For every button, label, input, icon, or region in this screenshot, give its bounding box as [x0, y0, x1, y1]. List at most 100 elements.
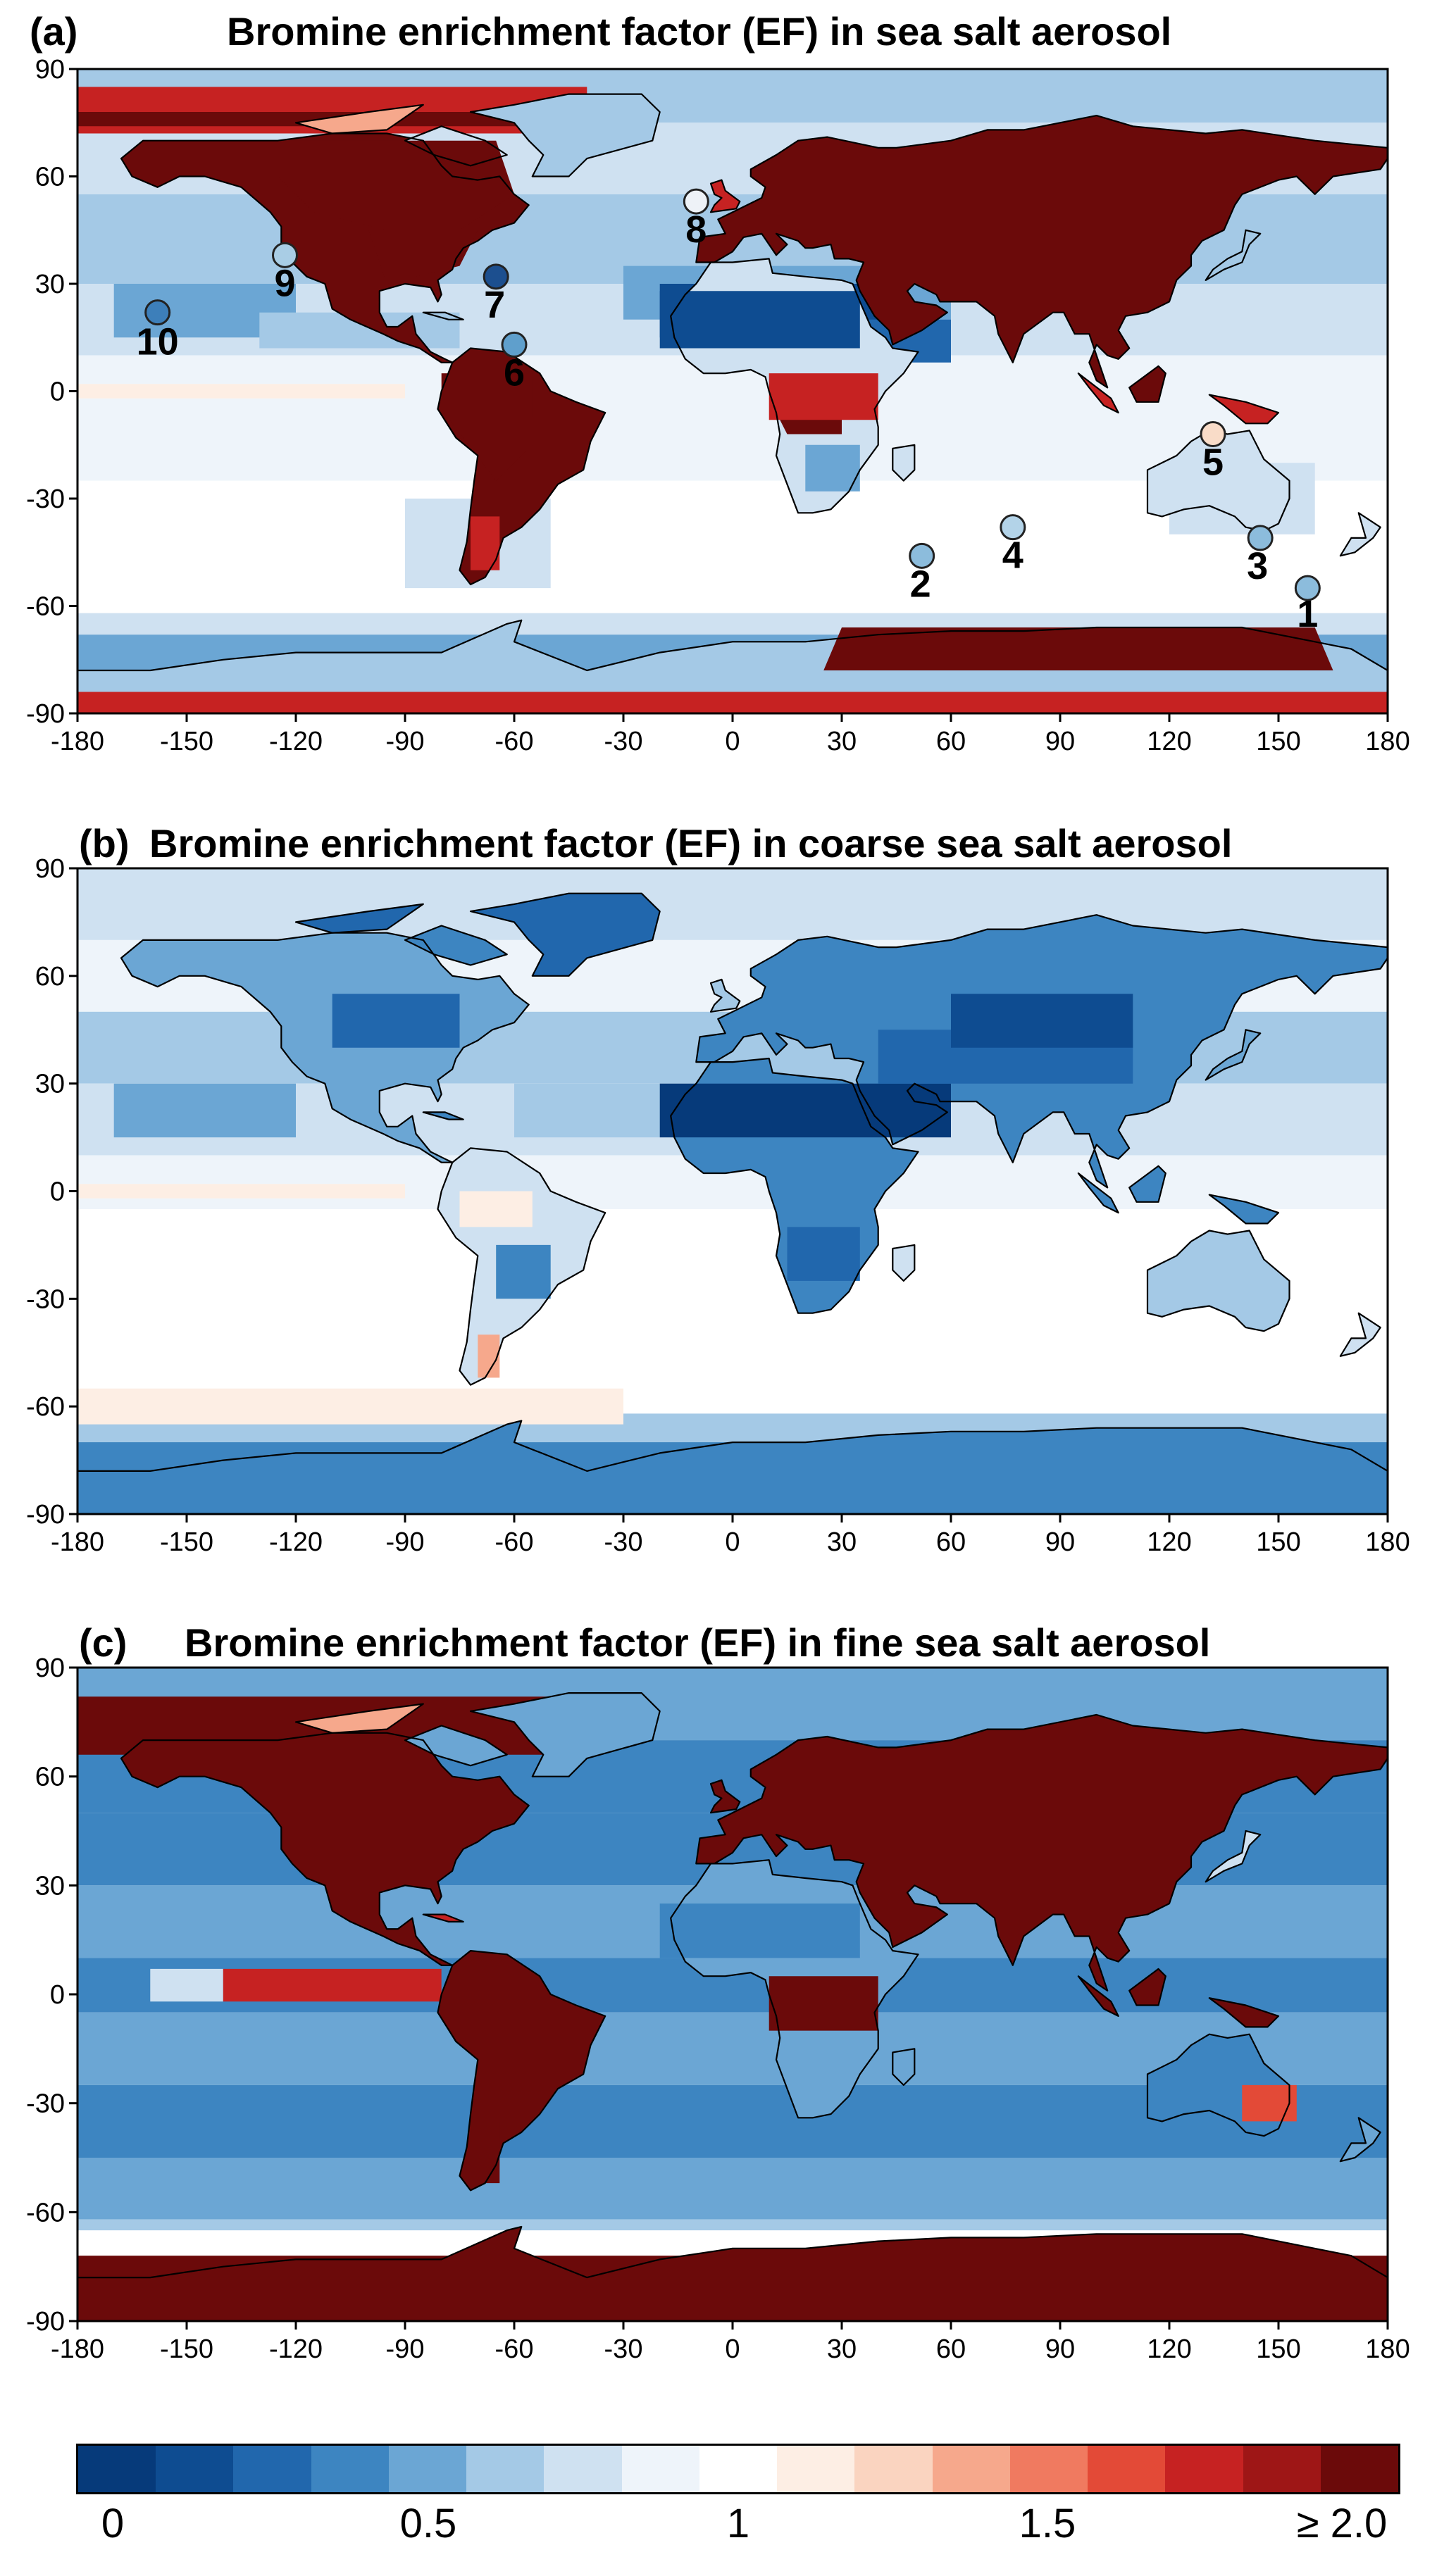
site-marker-3[interactable]	[1247, 525, 1274, 551]
panel-a: (a) Bromine enrichment factor (EF) in se…	[0, 0, 1456, 803]
y-tick-label: -90	[26, 699, 65, 729]
land-fill-baf	[405, 925, 507, 965]
land-fill-uk	[711, 979, 740, 1012]
map-a: -180 -150 -120 -90 -60 -30 0 30 60 90 120 150 180906…	[26, 55, 1410, 756]
x-tick-label: -90	[386, 2334, 425, 2364]
field-overlay	[659, 1083, 951, 1138]
coastline-na	[120, 1732, 530, 1966]
panel-b: (b) Bromine enrichment factor (EF) in co…	[0, 803, 1456, 1602]
colorbar-cell	[1165, 2446, 1243, 2492]
site-marker-1[interactable]	[1294, 575, 1321, 601]
y-tick-label: 0	[50, 377, 65, 407]
x-tick-label: 30	[827, 2334, 857, 2364]
coastline-eu	[695, 914, 1388, 1189]
coastline-jp	[1205, 229, 1262, 281]
colorbar-cell	[156, 2446, 234, 2492]
coastline-sum	[1077, 372, 1119, 414]
land-fill-gr	[471, 893, 660, 976]
coastline-mad	[892, 2048, 916, 2087]
x-tick-label: 90	[1045, 727, 1075, 756]
field-overlay	[478, 1334, 500, 1378]
x-tick-label: -30	[604, 727, 643, 756]
coastline-eu	[695, 115, 1388, 389]
coastline-cb	[422, 311, 464, 320]
coastline-au	[1146, 1230, 1290, 1332]
panel-b-title: (b) Bromine enrichment factor (EF) in co…	[79, 820, 1417, 870]
map-c: -180 -150 -120 -90 -60 -30 0 30 60 90 120 150 180 90 6…	[26, 1653, 1410, 2364]
land-fill-uk	[711, 1780, 740, 1813]
y-tick-label: -30	[26, 1284, 65, 1314]
site-label-2: 2	[910, 563, 931, 605]
land-fill-sum	[1078, 373, 1119, 413]
x-tick-label: 150	[1256, 727, 1300, 756]
land-fill-mad	[892, 2049, 915, 2085]
site-label-6: 6	[504, 351, 525, 394]
map-field	[77, 868, 1388, 1514]
x-tick-label: 120	[1147, 1527, 1191, 1557]
land-fill-baf	[405, 1725, 507, 1766]
field-overlay	[1242, 2084, 1297, 2122]
site-marker-4[interactable]	[1000, 514, 1026, 541]
colorbar-cell	[233, 2446, 311, 2492]
y-tick-label: -90	[26, 1500, 65, 1530]
coastline-af	[670, 258, 919, 514]
x-tick-label: -120	[269, 1527, 323, 1557]
coastline-png	[1208, 394, 1280, 425]
field-overlay	[471, 2121, 500, 2184]
map-b: -180 -150 -120 -90 -60 -30 0 30 60 90 120 150 180 90 6…	[26, 854, 1410, 1557]
field-overlay	[278, 140, 514, 230]
panel-a-label: (a)	[30, 9, 78, 54]
coastline-an	[77, 619, 1388, 713]
site-label-10: 10	[137, 321, 179, 363]
colorbar-cell	[1088, 2446, 1166, 2492]
land-fill-eu	[696, 115, 1388, 388]
site-marker-2[interactable]	[909, 542, 935, 569]
x-tick-label: -60	[495, 727, 534, 756]
ocean-band	[77, 868, 1388, 940]
y-tick-label: -30	[26, 2089, 65, 2119]
coastline-uk	[709, 978, 741, 1013]
coastline-eu	[695, 1713, 1388, 1992]
field-overlay	[441, 373, 533, 481]
field-overlay	[805, 444, 860, 492]
y-tick-label: 30	[35, 270, 65, 299]
y-tick-label: 0	[50, 1177, 65, 1207]
coastline-af	[670, 1057, 919, 1314]
land-fill-sum	[1078, 1976, 1119, 2016]
x-tick-label: 180	[1365, 727, 1410, 756]
colorbar-cell	[544, 2446, 622, 2492]
site-label-5: 5	[1202, 442, 1224, 484]
field-overlay	[769, 1976, 878, 2031]
x-tick-label: -90	[386, 727, 425, 756]
coastline-bor	[1128, 1968, 1166, 2006]
x-tick-label: 60	[936, 2334, 966, 2364]
land-fill-eu	[696, 1715, 1388, 1991]
colorbar-cell	[777, 2446, 855, 2492]
colorbar-label-2: ≥ 2.0	[1296, 2501, 1388, 2546]
site-marker-6[interactable]	[501, 331, 528, 358]
colorbar-cell	[78, 2446, 156, 2492]
land-fill-gr	[471, 1693, 660, 1777]
site-marker-7[interactable]	[483, 263, 509, 290]
y-tick-label: 60	[35, 962, 65, 992]
colorbar-cell	[388, 2446, 467, 2492]
site-marker-5[interactable]	[1200, 421, 1226, 447]
site-marker-9[interactable]	[272, 242, 298, 268]
panel-a-title: (a) Bromine enrichment factor (EF) in se…	[30, 8, 1410, 58]
coastline-mad	[892, 444, 916, 482]
x-tick-label: 0	[725, 2334, 740, 2364]
coastline-bor	[1128, 365, 1166, 403]
panel-c-title: (c) Bromine enrichment factor (EF) in fi…	[79, 1620, 1417, 1669]
x-tick-label: -30	[604, 1527, 643, 1557]
site-marker-8[interactable]	[683, 188, 709, 215]
site-marker-10[interactable]	[144, 299, 171, 326]
land-fill-cb	[423, 1914, 463, 1922]
coastline-gr	[469, 1692, 661, 1777]
y-tick-label: 30	[35, 1871, 65, 1901]
colorbar-cell	[1009, 2446, 1088, 2492]
panel-a-title-text: Bromine enrichment factor (EF) in sea sa…	[227, 9, 1172, 54]
x-tick-label: 60	[936, 727, 966, 756]
land-fill-png	[1209, 1998, 1278, 2027]
site-label-4: 4	[1002, 534, 1023, 577]
y-tick-label: 90	[35, 55, 65, 85]
